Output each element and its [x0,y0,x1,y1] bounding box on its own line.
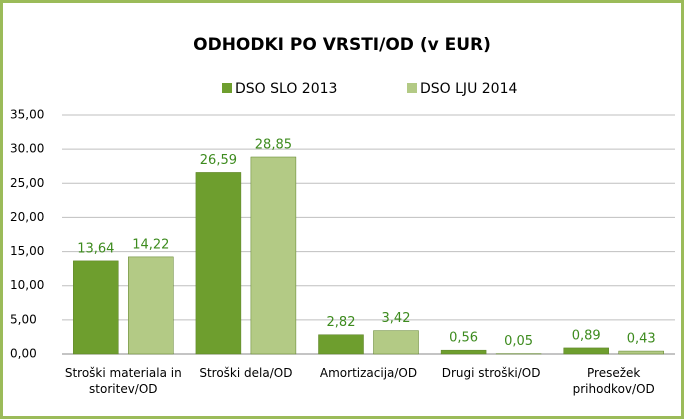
legend-swatch [222,83,232,93]
data-label: 2,82 [327,315,356,330]
bar [440,349,487,355]
y-tick-label: 25,00 [10,176,44,190]
x-tick-label: Stroški dela/OD [199,366,293,380]
chart-title: ODHODKI PO VRSTI/OD (v EUR) [193,35,491,55]
data-label: 0,56 [449,331,478,346]
data-label: 13,64 [77,241,114,256]
y-tick-label: 35,00 [10,108,44,122]
data-label: 28,85 [255,137,292,152]
y-tick-label: 15,00 [10,244,44,258]
y-tick-label: 20,00 [10,210,44,224]
y-tick-label: 0,00 [10,347,37,361]
bar [318,334,364,355]
bar [73,260,119,355]
y-tick-label: 30.00 [10,142,44,156]
bar [373,330,419,355]
legend-swatch [407,83,417,93]
x-tick-label: Stroški materiala in storitev/OD [64,366,182,396]
data-label: 3,42 [382,311,411,326]
bar [195,172,242,355]
y-tick-label: 10,00 [10,278,44,292]
x-tick-label: Presežek prihodkov/OD [572,366,655,396]
x-tick-label: Amortizacija/OD [319,366,418,380]
bar [250,156,297,355]
legend-label: DSO SLO 2013 [235,81,337,97]
y-tick-label: 5,00 [10,312,37,326]
data-label: 26,59 [200,153,237,168]
data-label: 0,89 [572,328,601,343]
x-tick-label: Drugi stroški/OD [441,366,541,380]
bar [563,347,609,355]
bar [128,256,174,355]
data-label: 0,05 [504,334,533,349]
data-label: 0,43 [627,332,656,347]
bar [618,350,664,355]
legend-label: DSO LJU 2014 [420,81,517,97]
data-label: 14,22 [132,237,169,252]
